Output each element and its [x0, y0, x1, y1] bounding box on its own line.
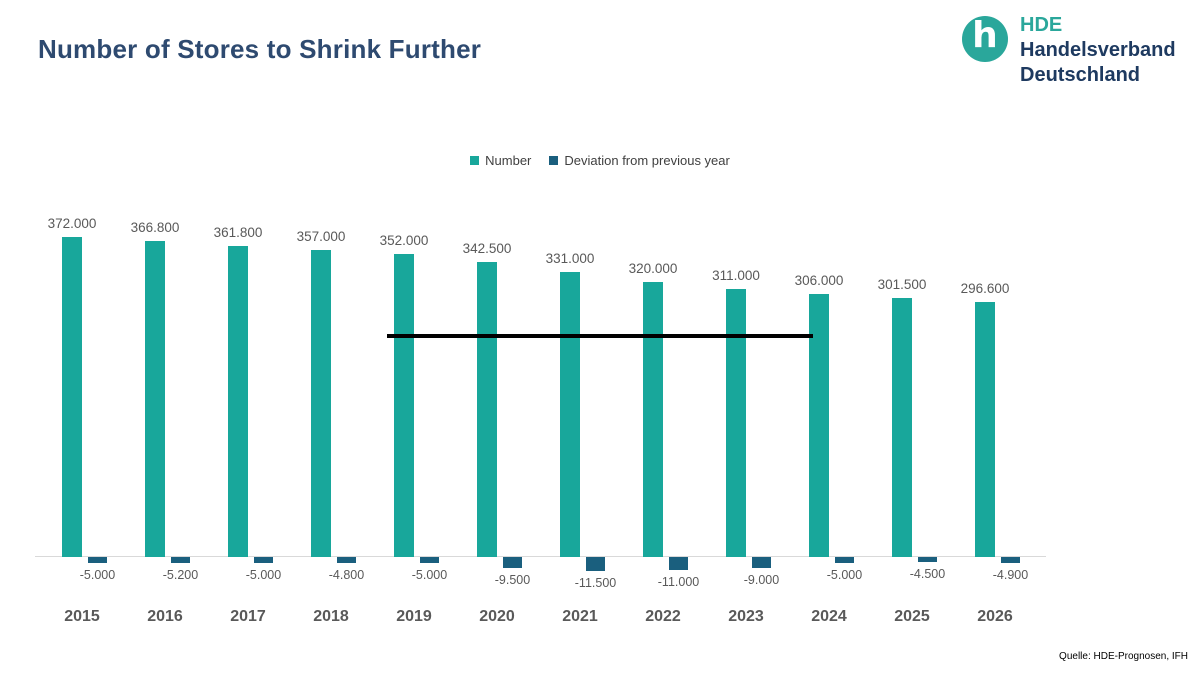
deviation-bar	[337, 557, 356, 563]
deviation-value-label: -5.000	[245, 568, 282, 582]
number-value-label: 331.000	[545, 251, 595, 267]
number-bar	[975, 301, 995, 557]
legend-swatch-number	[470, 156, 480, 165]
deviation-bar	[1001, 557, 1020, 563]
number-bar	[228, 245, 248, 557]
number-bar	[145, 241, 165, 557]
deviation-bar	[669, 557, 688, 571]
number-bar	[311, 249, 331, 557]
deviation-value-label: -4.800	[328, 567, 365, 582]
number-bar	[643, 281, 663, 557]
hde-logo-text: HDE Handelsverband Deutschland	[1020, 13, 1176, 88]
number-value-label: 311.000	[712, 268, 760, 284]
chart-legend: Number Deviation from previous year	[0, 153, 1200, 168]
legend-label-number: Number	[485, 153, 532, 168]
number-value-label: 357.000	[296, 228, 346, 244]
number-value-label: 361.800	[213, 224, 263, 240]
year-label: 2026	[977, 608, 1013, 625]
deviation-bar	[420, 557, 439, 563]
number-value-label: 372.000	[47, 216, 97, 231]
deviation-value-label: -5.000	[79, 568, 116, 582]
deviation-bar	[586, 557, 605, 571]
deviation-value-label: -5.200	[162, 568, 199, 583]
number-value-label: 320.000	[628, 260, 678, 276]
year-label: 2019	[396, 608, 432, 625]
hde-logo-icon: h	[962, 16, 1008, 62]
deviation-bar	[171, 557, 190, 564]
legend-swatch-deviation	[549, 156, 559, 165]
number-bar	[394, 254, 414, 557]
hde-logo: h HDE Handelsverband Deutschland	[962, 13, 1176, 88]
deviation-value-label: -9.500	[494, 573, 531, 588]
deviation-value-label: -5.000	[411, 568, 448, 582]
number-bar	[477, 262, 497, 557]
legend-item-deviation: Deviation from previous year	[549, 153, 730, 168]
annotation-line	[387, 334, 813, 338]
year-label: 2020	[479, 608, 515, 625]
x-axis-line	[35, 556, 1046, 557]
logo-line-hde: HDE	[1020, 14, 1063, 36]
deviation-value-label: -5.000	[826, 568, 863, 582]
year-label: 2025	[894, 608, 930, 625]
page-title: Number of Stores to Shrink Further	[38, 34, 482, 64]
deviation-bar	[503, 557, 522, 569]
number-bar	[560, 272, 580, 557]
year-label: 2023	[728, 608, 764, 625]
year-label: 2017	[230, 608, 266, 625]
deviation-bar	[88, 557, 107, 563]
number-bar	[62, 237, 82, 557]
hde-logo-monogram: h	[972, 16, 998, 56]
deviation-value-label: -11.000	[657, 575, 700, 590]
legend-label-deviation: Deviation from previous year	[564, 153, 730, 168]
number-value-label: 306.000	[794, 272, 844, 288]
source-note: Quelle: HDE-Prognosen, IFH	[1059, 651, 1188, 662]
deviation-bar	[254, 557, 273, 563]
year-label: 2016	[147, 608, 183, 625]
number-value-label: 301.500	[877, 276, 927, 292]
deviation-bar	[835, 557, 854, 563]
deviation-value-label: -4.900	[992, 567, 1029, 582]
deviation-value-label: -4.500	[909, 567, 946, 582]
year-label: 2021	[562, 608, 598, 625]
number-bar	[726, 289, 746, 557]
number-value-label: 352.000	[379, 233, 429, 249]
number-bar	[892, 297, 912, 557]
deviation-bar	[918, 557, 937, 563]
number-bar	[809, 293, 829, 557]
logo-line-deutschland: Deutschland	[1020, 64, 1141, 86]
year-label: 2024	[811, 608, 847, 625]
year-label: 2018	[313, 608, 349, 625]
legend-item-number: Number	[470, 153, 531, 168]
year-label: 2022	[645, 608, 681, 625]
number-value-label: 342.500	[462, 241, 512, 257]
number-value-label: 366.800	[130, 220, 180, 236]
deviation-bar	[752, 557, 771, 568]
deviation-value-label: -11.500	[574, 575, 617, 590]
deviation-value-label: -9.000	[743, 572, 780, 587]
logo-line-handelsverband: Handelsverband	[1020, 39, 1176, 61]
year-label: 2015	[64, 608, 100, 625]
number-value-label: 296.600	[960, 280, 1010, 296]
